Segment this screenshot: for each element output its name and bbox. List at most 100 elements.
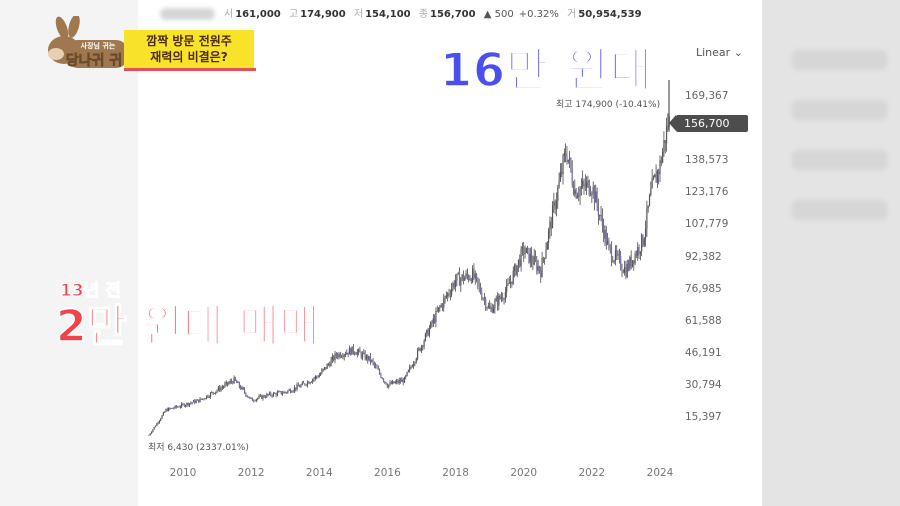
x-tick-label: 2024 [646, 467, 674, 479]
candle-body [635, 253, 638, 256]
candle-body [567, 159, 569, 162]
y-tick-label: 169,367 [685, 90, 729, 102]
candle-body [489, 305, 491, 309]
x-tick-label: 2010 [169, 467, 197, 479]
x-tick-label: 2018 [442, 467, 469, 479]
candle-body [665, 125, 668, 144]
candle-body [346, 352, 348, 355]
candle-body [198, 399, 200, 403]
candle-body [264, 397, 267, 398]
candle-body [406, 372, 408, 376]
candle-body [651, 178, 653, 189]
candle-body [530, 253, 533, 262]
candle-body [191, 402, 193, 404]
candle-body [364, 352, 366, 360]
candle-body [381, 377, 383, 379]
candle-body [578, 195, 580, 197]
candle-body [592, 186, 594, 194]
candle-body [478, 283, 480, 287]
candle-body [392, 381, 394, 384]
candle-body [431, 322, 433, 324]
candle-body [160, 418, 162, 421]
candle-body [291, 391, 293, 393]
candle-body [418, 348, 420, 350]
candle-body [348, 348, 351, 355]
candle-body [603, 225, 605, 239]
candle-body [185, 405, 187, 407]
candle-body [519, 259, 521, 267]
candle-body [599, 215, 601, 217]
caption-line-1: 깜짝 방문 전원주 [146, 34, 232, 48]
candle-body [158, 420, 161, 423]
candle-body [169, 408, 171, 409]
candle-body [375, 365, 377, 367]
candle-body [308, 381, 310, 384]
candle-body [469, 279, 471, 280]
candle-body [237, 382, 239, 384]
candle-body [164, 411, 166, 413]
candle-body [555, 201, 558, 210]
y-tick-label: 92,382 [685, 250, 722, 263]
min-price-label: 최저 6,430 (2337.01%) [148, 443, 249, 453]
candle-body [536, 260, 538, 271]
candle-body [587, 180, 589, 183]
candle-body [436, 310, 438, 312]
candle-body [333, 356, 335, 361]
candle-body [659, 160, 661, 175]
candle-body [338, 353, 340, 358]
candle-body [304, 383, 306, 385]
candle-body [448, 293, 450, 295]
candle-body [521, 246, 524, 249]
candle-body [221, 387, 223, 388]
candle-body [276, 392, 278, 396]
candle-body [546, 242, 548, 250]
candle-body [359, 349, 361, 353]
candle-body [512, 271, 514, 284]
candle-body [152, 429, 154, 432]
candle-body [447, 293, 449, 297]
candle-body [473, 268, 475, 279]
candle-body [365, 355, 368, 360]
candle-body [385, 382, 387, 385]
candle-body [215, 391, 217, 394]
candle-body [504, 292, 506, 300]
candle-body [485, 299, 487, 308]
y-tick-label: 138,573 [685, 154, 729, 167]
close-label: 종 [418, 9, 429, 20]
candle-body [516, 265, 518, 275]
candle-body [170, 408, 172, 409]
candle-body [181, 403, 183, 407]
candle-body [318, 375, 320, 378]
candle-body [283, 391, 285, 394]
candle-body [339, 353, 341, 358]
candle-body [342, 356, 344, 358]
candle-body [609, 245, 611, 248]
scale-selector[interactable]: Linear ⌄ [696, 46, 743, 59]
candle-body [529, 253, 531, 263]
candle-body [390, 382, 392, 384]
candle-body [377, 368, 379, 370]
candle-body [242, 387, 244, 390]
candle-body [249, 397, 251, 399]
candle-body [316, 376, 318, 378]
candle-body [295, 387, 297, 390]
candle-body [361, 353, 364, 358]
candle-body [492, 308, 495, 313]
candle-body [378, 369, 381, 374]
candle-body [356, 351, 358, 355]
candle-body [627, 263, 630, 270]
overlay-past-small: 13년 전 [60, 281, 122, 301]
candle-body [153, 427, 155, 430]
candle-body [195, 400, 197, 403]
candle-body [523, 246, 525, 255]
candle-body [498, 295, 500, 306]
candle-body [236, 380, 238, 383]
candle-body [660, 160, 662, 163]
candle-body [589, 194, 592, 196]
candle-body [302, 382, 305, 384]
candle-body [299, 386, 301, 388]
candle-body [629, 257, 631, 270]
candle-body [612, 260, 614, 263]
candle-body [423, 340, 425, 347]
candle-body [228, 382, 230, 385]
